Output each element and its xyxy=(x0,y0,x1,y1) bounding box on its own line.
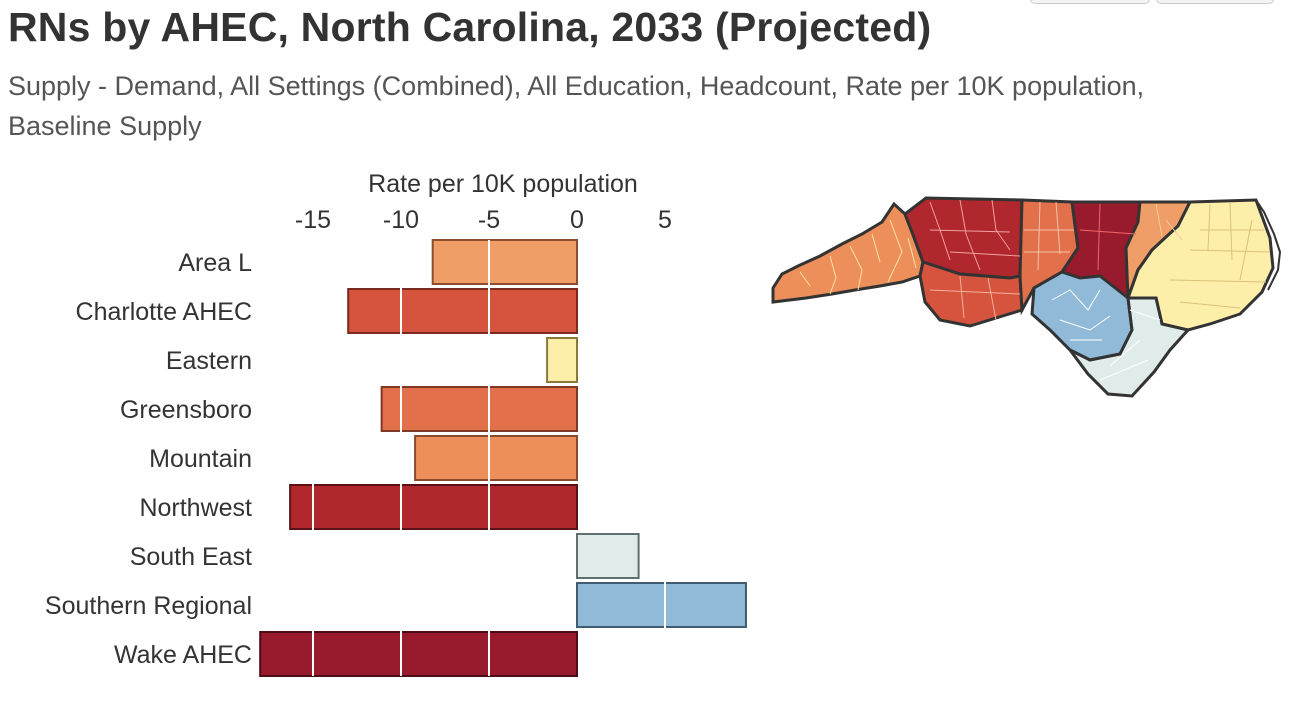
category-label: Area L xyxy=(178,249,252,277)
bar-greensboro[interactable] xyxy=(380,386,579,432)
page-subtitle: Supply - Demand, All Settings (Combined)… xyxy=(8,71,1145,141)
category-label: Mountain xyxy=(149,445,252,473)
category-label: Eastern xyxy=(166,347,252,375)
bar-chart: Rate per 10K population -15 -10 -5 0 5 Area … xyxy=(45,170,747,677)
category-label: Greensboro xyxy=(120,396,252,424)
x-axis-title: Rate per 10K population xyxy=(368,170,638,198)
category-label: Charlotte AHEC xyxy=(76,298,252,326)
bar-mountain[interactable] xyxy=(414,435,578,481)
x-tick-label: -15 xyxy=(295,206,331,234)
map-regions xyxy=(771,196,1275,398)
toolbar-chip-right[interactable] xyxy=(1156,0,1274,4)
category-label: South East xyxy=(130,543,252,571)
x-tick-label: -5 xyxy=(478,206,500,234)
page-title: RNs by AHEC, North Carolina, 2033 (Proje… xyxy=(8,4,932,50)
x-tick-label: 0 xyxy=(570,206,584,234)
category-label: Southern Regional xyxy=(45,592,252,620)
bar-area-l[interactable] xyxy=(431,239,578,285)
nc-ahec-map xyxy=(771,196,1282,398)
bars xyxy=(259,239,747,677)
gridlines xyxy=(312,240,666,676)
map-region-mountain[interactable] xyxy=(771,201,925,304)
bar-wake-ahec[interactable] xyxy=(259,631,578,677)
bar-charlotte-ahec[interactable] xyxy=(347,288,579,334)
bar-south-east[interactable] xyxy=(576,533,640,579)
outer-banks xyxy=(1255,199,1282,291)
bar-southern-regional[interactable] xyxy=(576,582,747,628)
category-labels: Area L Charlotte AHEC Eastern Greensboro Mou… xyxy=(45,249,252,669)
category-label: Wake AHEC xyxy=(114,641,252,669)
bar-eastern[interactable] xyxy=(546,337,579,383)
map-region-south-east[interactable] xyxy=(1068,296,1191,398)
bar-northwest[interactable] xyxy=(289,484,578,530)
x-tick-label: -10 xyxy=(383,206,419,234)
category-label: Northwest xyxy=(139,494,252,522)
x-tick-label: 5 xyxy=(658,206,672,234)
county-lines xyxy=(799,199,1271,381)
toolbar-chip-left[interactable] xyxy=(1030,0,1150,4)
x-axis-ticks: -15 -10 -5 0 5 xyxy=(295,206,672,234)
